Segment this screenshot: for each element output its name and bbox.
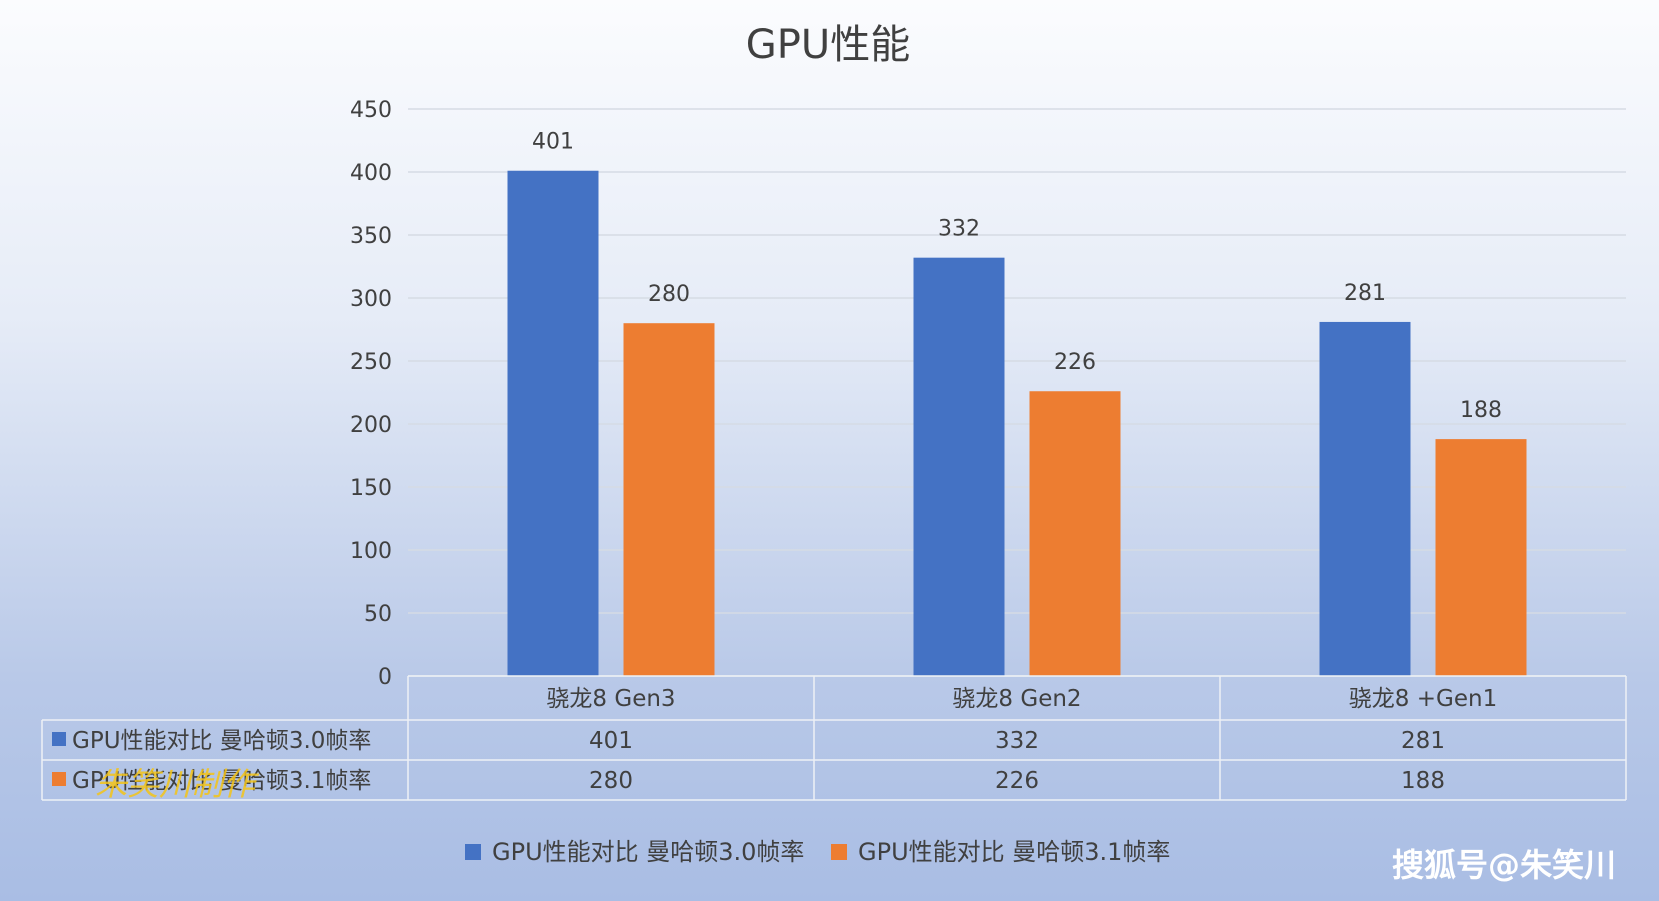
legend-entry: GPU性能对比 曼哈顿3.1帧率	[858, 838, 1170, 866]
table-cell: 280	[589, 768, 633, 794]
y-tick-label: 300	[350, 287, 392, 312]
y-tick-label: 400	[350, 161, 392, 186]
table-row-label: GPU性能对比 曼哈顿3.0帧率	[72, 728, 371, 754]
data-label: 281	[1344, 281, 1386, 306]
bar	[1029, 391, 1121, 676]
data-label: 188	[1460, 398, 1502, 423]
legend-key	[465, 844, 481, 860]
table-cell: 226	[995, 768, 1039, 794]
bar	[507, 170, 599, 677]
y-tick-label: 450	[350, 98, 392, 123]
watermark: 搜狐号@朱笑川	[1392, 846, 1616, 884]
y-tick-label: 0	[378, 665, 392, 690]
legend-entry: GPU性能对比 曼哈顿3.0帧率	[492, 838, 804, 866]
x-category-label: 骁龙8 Gen2	[952, 686, 1081, 712]
author-stamp: 朱笑川制作	[95, 765, 260, 803]
y-tick-label: 150	[350, 476, 392, 501]
gridlines	[408, 108, 1626, 677]
x-category-label: 骁龙8 +Gen1	[1349, 686, 1497, 712]
table-legend-key	[52, 772, 66, 786]
data-label: 226	[1054, 350, 1096, 375]
table-legend-key	[52, 732, 66, 746]
legend-key	[831, 844, 847, 860]
table-cell: 188	[1401, 768, 1445, 794]
y-tick-label: 250	[350, 350, 392, 375]
bar	[913, 257, 1005, 676]
chart-title: GPU性能	[746, 22, 910, 68]
y-axis: 0 50 100 150 200 250 300 350 400 450	[350, 98, 392, 690]
y-tick-label: 100	[350, 539, 392, 564]
data-labels: 401 280 332 226 281 188	[532, 130, 1502, 423]
data-table: 骁龙8 Gen3 骁龙8 Gen2 骁龙8 +Gen1 GPU性能对比 曼哈顿3.0帧…	[41, 675, 1627, 801]
y-tick-label: 200	[350, 413, 392, 438]
table-cell: 401	[589, 728, 633, 754]
table-cell: 281	[1401, 728, 1445, 754]
data-label: 401	[532, 130, 574, 155]
y-tick-label: 50	[364, 602, 392, 627]
x-category-label: 骁龙8 Gen3	[546, 686, 675, 712]
table-row-label: GPU性能对比 曼哈顿3.1帧率	[72, 768, 371, 794]
bar	[623, 323, 715, 676]
bars	[507, 170, 1527, 677]
y-tick-label: 350	[350, 224, 392, 249]
table-cell: 332	[995, 728, 1039, 754]
data-label: 332	[938, 217, 980, 242]
bar	[1435, 439, 1527, 676]
bar	[1319, 321, 1411, 676]
legend: GPU性能对比 曼哈顿3.0帧率 GPU性能对比 曼哈顿3.1帧率	[465, 838, 1170, 866]
data-label: 280	[648, 282, 690, 307]
